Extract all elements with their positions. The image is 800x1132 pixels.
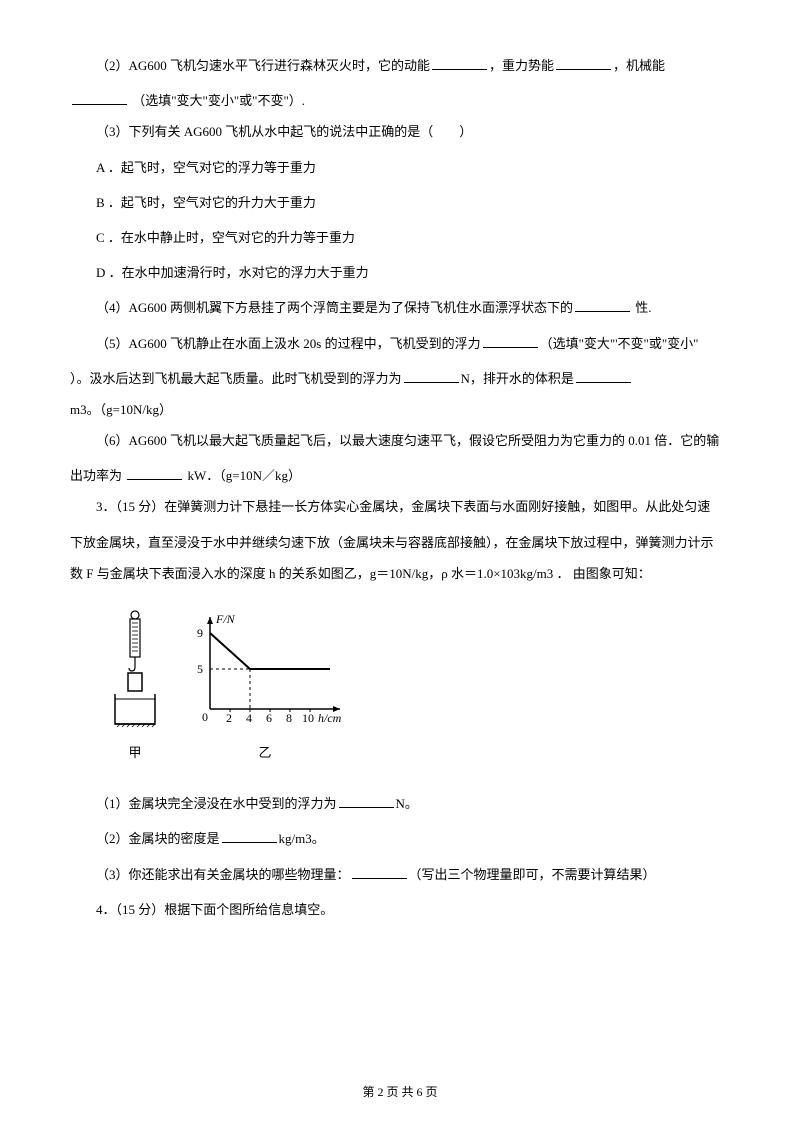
q2-part4: （4）AG600 两侧机翼下方悬挂了两个浮筒主要是为了保持飞机住水面漂浮状态下的… [70, 292, 730, 323]
q2-5-pre: （5）AG600 飞机静止在水面上汲水 20s 的过程中，飞机受到的浮力 [96, 336, 481, 351]
q2-part3-stem: （3）下列有关 AG600 飞机从水中起飞的说法中正确的是（ ） [70, 116, 730, 147]
q2-2-pre: （2）AG600 飞机匀速水平飞行进行森林灭火时，它的动能 [96, 58, 430, 73]
q3-p1-post: N。 [396, 796, 418, 811]
q3-p3-pre: （3）你还能求出有关金属块的哪些物理量： [96, 867, 350, 882]
q2-6-post: kW．（g=10N／kg） [184, 468, 301, 483]
q2-5-mid3: N，排开水的体积是 [461, 371, 574, 386]
blank [575, 299, 630, 312]
blank [127, 467, 182, 480]
q2-2-post: （选填"变大"变小"或"不变"）. [129, 93, 305, 108]
spring-scale-icon [110, 609, 160, 729]
q2-part3-B: B ．起飞时，空气对它的升力大于重力 [70, 187, 730, 218]
q2-4-pre: （4）AG600 两侧机翼下方悬挂了两个浮筒主要是为了保持飞机住水面漂浮状态下的 [96, 300, 573, 315]
svg-text:F/N: F/N [215, 612, 236, 626]
q2-4-post: 性. [632, 300, 652, 315]
blank [576, 370, 631, 383]
blank [432, 57, 487, 70]
q2-6-mid: 出功率为 [70, 468, 125, 483]
figure-yi: F/N h/cm 9 5 0 2 4 6 8 10 [180, 609, 350, 768]
q2-part6-line2: 出功率为 kW．（g=10N／kg） [70, 460, 730, 491]
page-footer: 第 2 页 共 6 页 [0, 1078, 800, 1107]
figure-jia: 甲 [110, 609, 160, 768]
q2-part3-C: C ．在水中静止时，空气对它的升力等于重力 [70, 222, 730, 253]
q3-p1-pre: （1）金属块完全浸没在水中受到的浮力为 [96, 796, 337, 811]
blank [222, 830, 277, 843]
blank [556, 57, 611, 70]
q2-part2-line2: （选填"变大"变小"或"不变"）. [70, 85, 730, 116]
q3-stem-l3: 数 F 与金属块下表面浸入水的深度 h 的关系如图乙，g＝10N/kg，ρ 水＝… [70, 558, 730, 589]
svg-text:8: 8 [286, 711, 292, 725]
q2-part5-line2: ）。汲水后达到飞机最大起飞质量。此时飞机受到的浮力为 N，排开水的体积是 m3。（g… [70, 363, 730, 425]
svg-text:2: 2 [226, 711, 232, 725]
q3-stem-l2: 下放金属块，直至浸没于水中并继续匀速下放（金属块未与容器底部接触），在金属块下放… [70, 527, 730, 558]
yi-label: 乙 [258, 737, 271, 768]
jia-label: 甲 [128, 737, 141, 768]
q2-part3-D: D ．在水中加速滑行时，水对它的浮力大于重力 [70, 257, 730, 288]
q2-part5: （5）AG600 飞机静止在水面上汲水 20s 的过程中，飞机受到的浮力 （选填"… [70, 328, 730, 359]
svg-text:10: 10 [302, 711, 314, 725]
q2-part3-A: A ．起飞时，空气对它的浮力等于重力 [70, 152, 730, 183]
blank [404, 370, 459, 383]
q3-p2-post: kg/m3。 [279, 831, 325, 846]
q2-part6-line1: （6）AG600 飞机以最大起飞质量起飞后，以最大速度匀速平飞，假设它所受阻力为… [70, 425, 730, 456]
chart-F-h: F/N h/cm 9 5 0 2 4 6 8 10 [180, 609, 350, 729]
figure-container: 甲 F/N h/cm 9 5 0 2 4 6 8 10 [110, 609, 730, 768]
q3-p3-post: （写出三个物理量即可，不需要计算结果） [409, 867, 656, 882]
q3-p2: （2）金属块的密度是 kg/m3。 [70, 823, 730, 854]
q2-2-mid2: ，机械能 [613, 58, 665, 73]
q2-5-mid1: （选填"变大"'不变"或"变小" [540, 336, 699, 351]
q3-stem-l1: 3．（15 分）在弹簧测力计下悬挂一长方体实心金属块，金属块下表面与水面刚好接触… [70, 491, 730, 522]
svg-text:6: 6 [266, 711, 272, 725]
q3-p3: （3）你还能求出有关金属块的哪些物理量： （写出三个物理量即可，不需要计算结果） [70, 859, 730, 890]
blank [352, 866, 407, 879]
svg-text:5: 5 [197, 662, 203, 676]
svg-text:9: 9 [197, 626, 203, 640]
q2-part2: （2）AG600 飞机匀速水平飞行进行森林灭火时，它的动能 ，重力势能 ，机械能 [70, 50, 730, 81]
q2-2-mid1: ，重力势能 [489, 58, 554, 73]
blank [72, 92, 127, 105]
svg-text:h/cm: h/cm [318, 711, 342, 725]
q2-5-post: m3。（g=10N/kg） [70, 402, 172, 417]
svg-text:0: 0 [202, 710, 208, 724]
q4-stem: 4．（15 分）根据下面个图所给信息填空。 [70, 894, 730, 925]
svg-text:4: 4 [246, 711, 252, 725]
blank [339, 795, 394, 808]
blank [483, 335, 538, 348]
q3-p2-pre: （2）金属块的密度是 [96, 831, 220, 846]
q3-p1: （1）金属块完全浸没在水中受到的浮力为 N。 [70, 788, 730, 819]
q2-5-mid2: ）。汲水后达到飞机最大起飞质量。此时飞机受到的浮力为 [70, 371, 402, 386]
